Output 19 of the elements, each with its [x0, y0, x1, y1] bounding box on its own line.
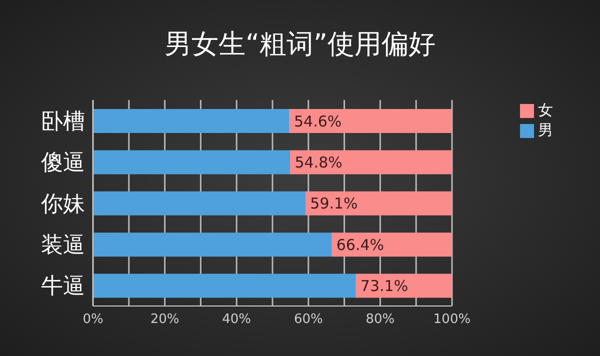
- x-tick-label: 60%: [294, 312, 323, 328]
- data-label: 59.1%: [310, 194, 358, 213]
- y-tick-label: 卧槽: [41, 109, 85, 134]
- y-tick-label: 牛逼: [41, 274, 85, 300]
- data-label: 73.1%: [360, 277, 408, 296]
- y-tick-label: 装逼: [41, 233, 85, 258]
- data-label: 66.4%: [336, 236, 384, 254]
- x-tick-label: 80%: [366, 312, 395, 328]
- x-tick-label: 100%: [433, 312, 471, 328]
- x-tick-label: 40%: [222, 312, 252, 328]
- data-label: 54.6%: [294, 112, 342, 130]
- data-label: 54.8%: [294, 153, 342, 172]
- chart-title: 男女生“粗词”使用偏好: [164, 28, 436, 62]
- y-tick-label: 你妹: [40, 192, 85, 217]
- y-tick-label: 傻逼: [41, 150, 85, 176]
- x-tick-label: 20%: [150, 312, 180, 328]
- legend-label: 女: [538, 101, 553, 119]
- legend-label: 男: [538, 121, 553, 139]
- x-tick-label: 0%: [82, 312, 104, 328]
